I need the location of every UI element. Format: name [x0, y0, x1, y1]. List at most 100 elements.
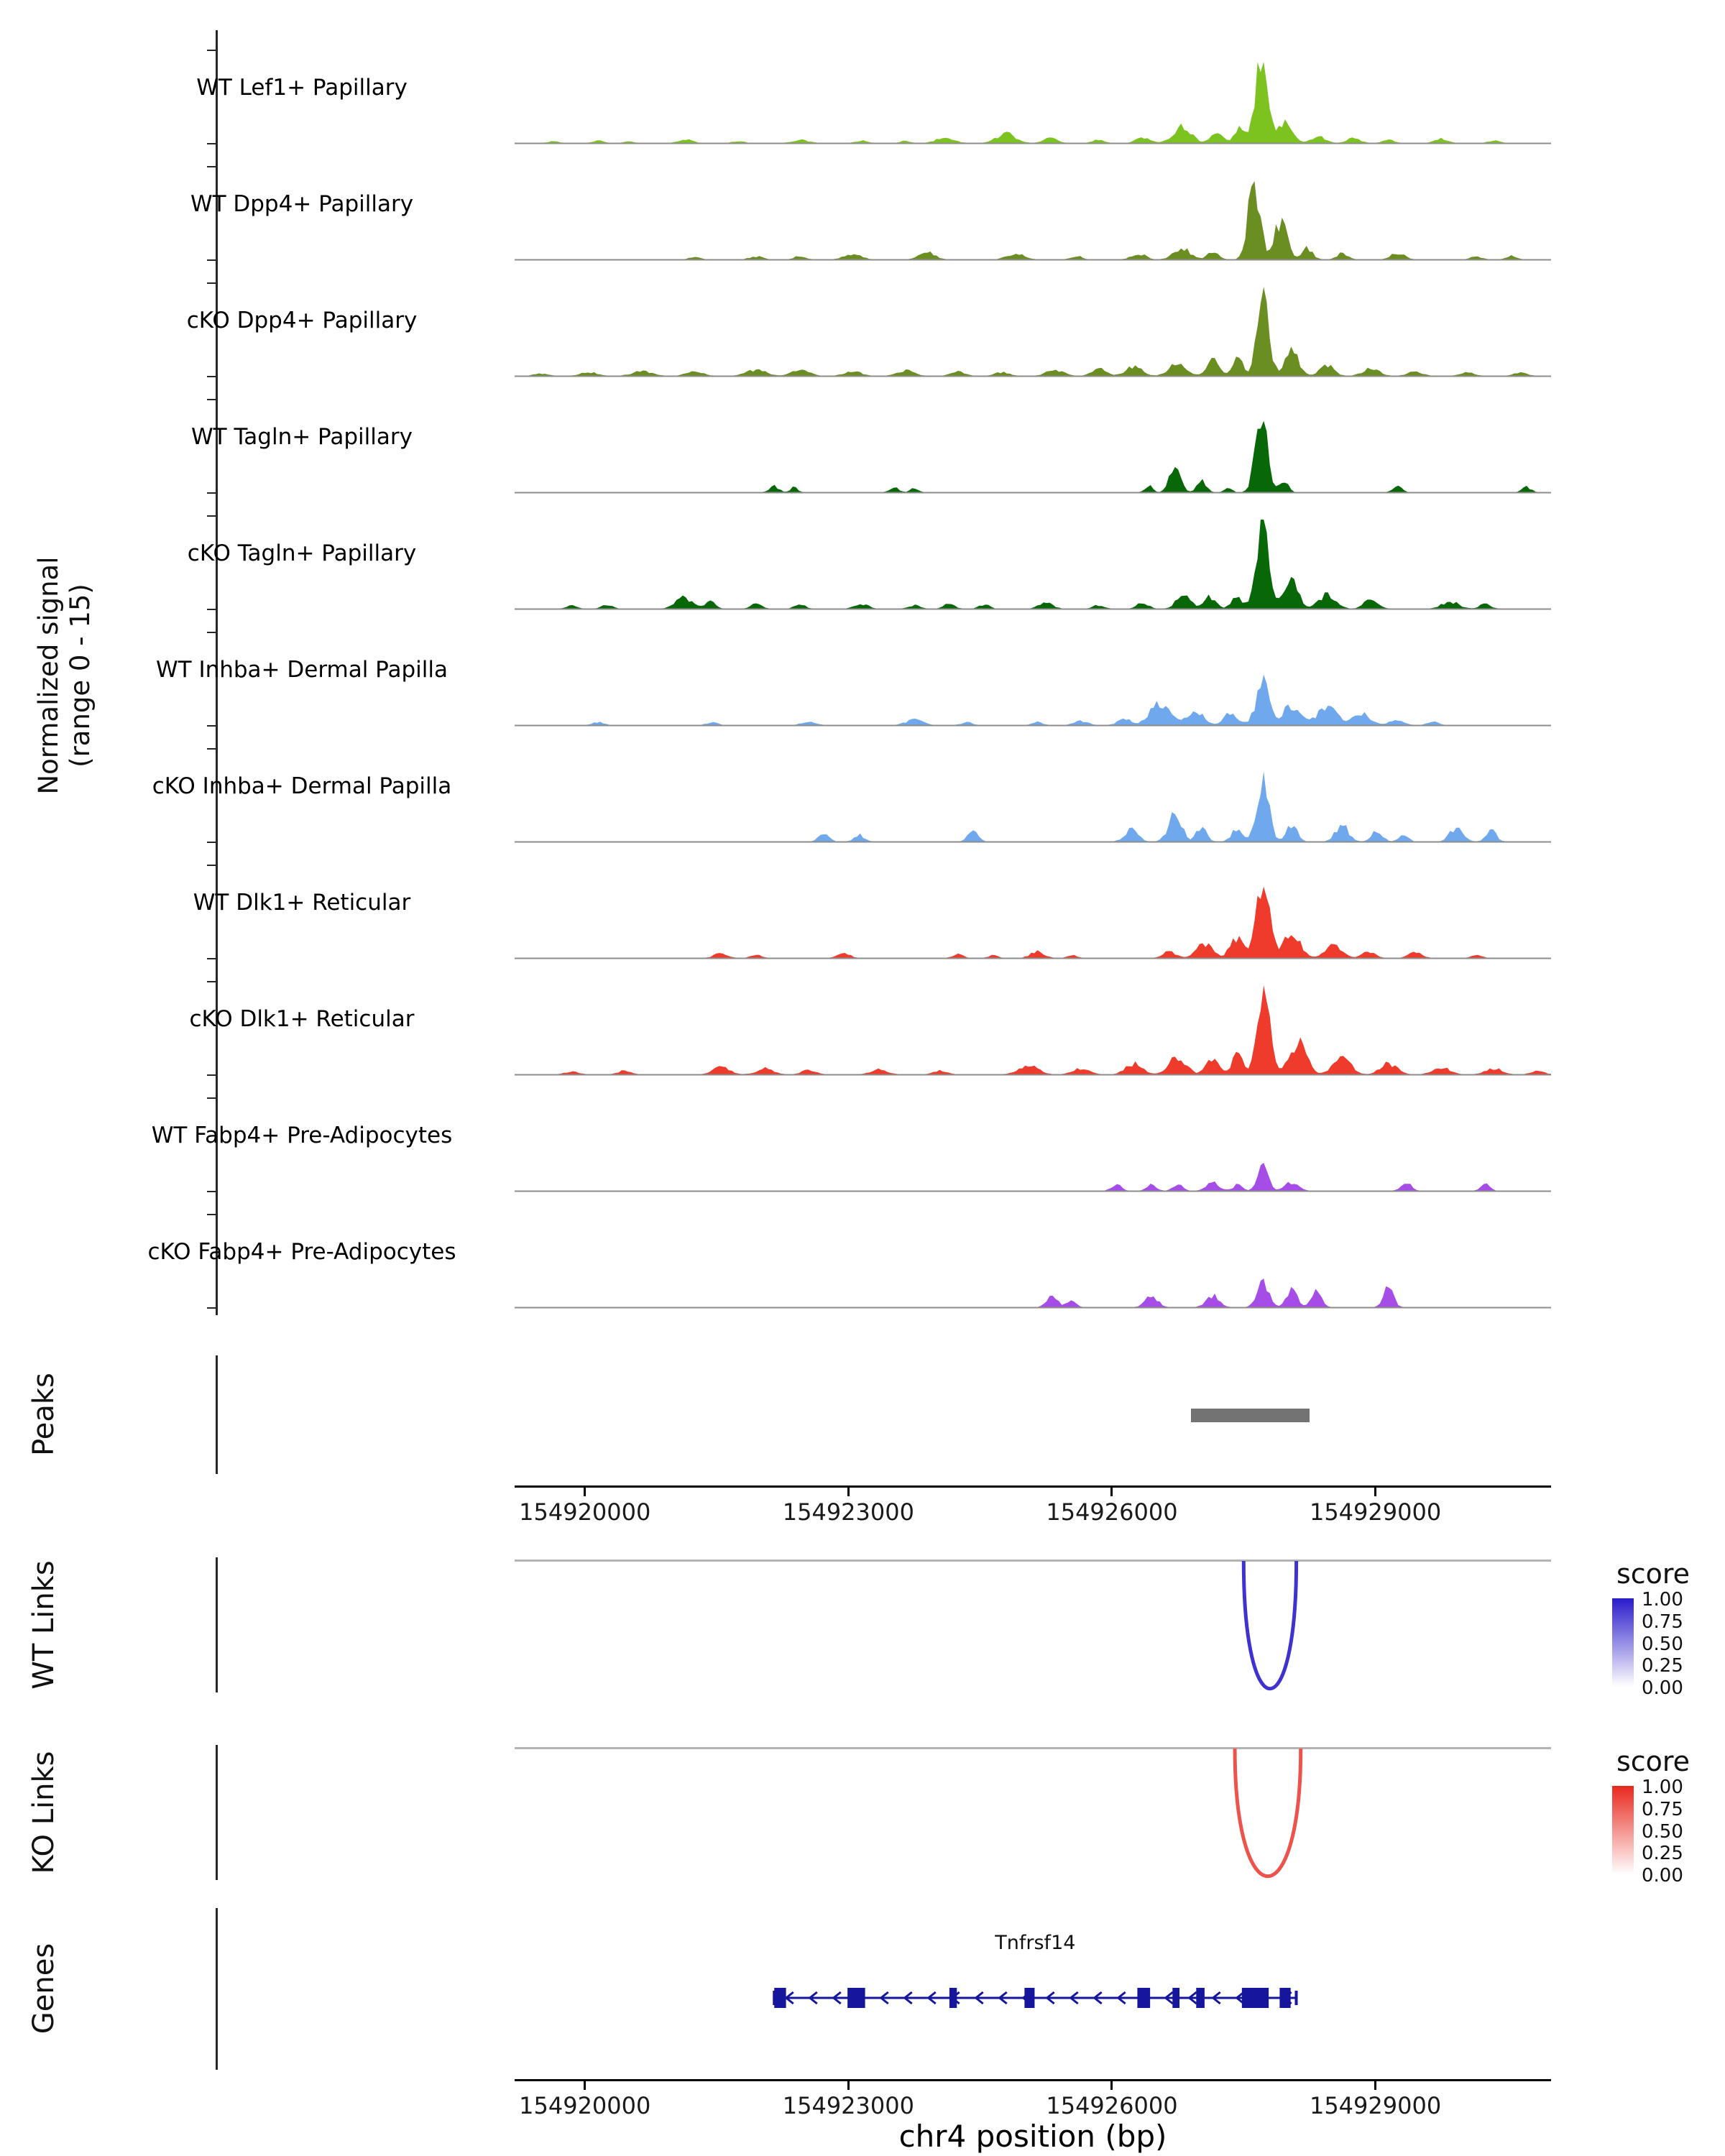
axis-tick-label: 154926000	[1046, 2092, 1178, 2119]
gene-exon	[949, 1988, 957, 2008]
gene-strand-arrow	[926, 1991, 937, 2005]
axis-tick-label: 154920000	[519, 1498, 651, 1526]
peak-region-bar	[1190, 1409, 1310, 1422]
gene-strand-arrow	[1116, 1991, 1126, 2005]
score-legend-tick-label: 0.00	[1642, 1677, 1683, 1699]
signal-row-tick	[207, 50, 216, 51]
signal-section-label: Normalized signal (range 0 - 15)	[33, 29, 99, 1322]
x-axis-line	[515, 1485, 1551, 1488]
x-axis-tick	[584, 1488, 586, 1496]
x-axis-tick	[1374, 1488, 1377, 1496]
track-label: cKO Dpp4+ Papillary	[186, 308, 418, 333]
axis-tick-label: 154923000	[782, 1498, 914, 1526]
axis-tick-label: 154923000	[782, 2092, 914, 2119]
signal-row-tick	[207, 958, 216, 959]
track-label: WT Dpp4+ Papillary	[190, 191, 414, 217]
gene-strand-arrow	[998, 1991, 1008, 2005]
x-axis-line	[515, 2079, 1551, 2081]
track-label: WT Lef1+ Papillary	[196, 75, 408, 101]
signal-track-2	[515, 181, 1551, 261]
signal-row-tick	[207, 842, 216, 843]
signal-track-4	[515, 420, 1551, 494]
signal-area	[515, 886, 1551, 959]
signal-row-tick	[207, 282, 216, 284]
peaks-axis-bracket	[216, 1355, 218, 1474]
signal-track-11	[515, 1279, 1551, 1309]
ko-links-panel	[515, 1747, 1551, 1879]
track-label: WT Tagln+ Papillary	[191, 424, 413, 450]
track-label: WT Fabp4+ Pre-Adipocytes	[151, 1123, 453, 1148]
gene-exon	[1172, 1988, 1180, 2008]
score-legend-tick-label: 0.50	[1642, 1820, 1683, 1843]
signal-row-tick	[207, 1191, 216, 1192]
signal-area	[515, 771, 1551, 842]
score-legend-tick-label: 0.50	[1642, 1633, 1683, 1655]
signal-row-tick	[207, 259, 216, 261]
ko-links-axis-bracket	[216, 1745, 218, 1880]
signal-track-9	[515, 985, 1551, 1076]
gene-name-label: Tnfrsf14	[995, 1932, 1076, 1954]
gene-strand-arrow	[1187, 1991, 1197, 2005]
track-label: cKO Dlk1+ Reticular	[189, 1006, 415, 1032]
x-axis-title: chr4 position (bp)	[898, 2119, 1167, 2154]
gene-strand-arrow	[1092, 1991, 1103, 2005]
score-legend-tick-label: 1.00	[1642, 1589, 1683, 1611]
gene-strand-arrow	[879, 1991, 889, 2005]
x-axis-tick	[584, 2081, 586, 2090]
wt-links-axis-bracket	[216, 1557, 218, 1692]
signal-track-1	[515, 62, 1551, 144]
signal-row-tick	[207, 166, 216, 167]
gene-strand-arrow	[1211, 1991, 1221, 2005]
score-legend-gradient	[1612, 1786, 1634, 1874]
signal-area	[515, 1162, 1551, 1192]
signal-row-tick	[207, 609, 216, 610]
signal-area	[515, 420, 1551, 493]
signal-row-tick	[207, 1214, 216, 1215]
gene-model	[773, 1988, 1298, 2008]
score-legend-tick-label: 1.00	[1642, 1777, 1683, 1798]
signal-row-tick	[207, 1097, 216, 1099]
track-label: WT Dlk1+ Reticular	[193, 890, 411, 916]
signal-row-tick	[207, 1307, 216, 1309]
signal-area	[515, 520, 1551, 609]
gene-strand-arrow	[1164, 1991, 1174, 2005]
gene-strand-arrow	[808, 1991, 818, 2005]
signal-area	[515, 1279, 1551, 1308]
track-label: cKO Inhba+ Dermal Papilla	[152, 773, 452, 799]
signal-track-5	[515, 520, 1551, 610]
signal-row-tick	[207, 143, 216, 144]
signal-row-tick	[207, 376, 216, 377]
signal-row-tick	[207, 632, 216, 633]
signal-track-7	[515, 771, 1551, 843]
x-axis-tick	[1374, 2081, 1377, 2090]
gene-strand-arrow	[1045, 1991, 1055, 2005]
signal-area	[515, 62, 1551, 144]
genes-axis-bracket	[216, 1908, 218, 2070]
signal-track-10	[515, 1162, 1551, 1192]
signal-track-8	[515, 886, 1551, 959]
gene-strand-arrow	[903, 1991, 913, 2005]
gene-strand-arrow	[1069, 1991, 1079, 2005]
wt-links-panel	[515, 1560, 1551, 1691]
signal-area	[515, 674, 1551, 726]
gene-strand-arrow	[832, 1991, 842, 2005]
gene-exon	[1137, 1988, 1151, 2008]
signal-row-tick	[207, 515, 216, 517]
track-label: WT Inhba+ Dermal Papilla	[156, 657, 448, 683]
x-axis-tick	[847, 1488, 850, 1496]
signal-row-tick	[207, 1074, 216, 1076]
axis-tick-label: 154920000	[519, 2092, 651, 2119]
peaks-section-label: Peaks	[27, 1373, 60, 1456]
link-arc	[1233, 1748, 1303, 1879]
gene-exon	[847, 1988, 865, 2008]
signal-row-tick	[207, 981, 216, 982]
signal-ylabel-line2: (range 0 - 15)	[65, 584, 96, 768]
signal-row-tick	[207, 748, 216, 750]
signal-ylabel-line1: Normalized signal	[33, 556, 64, 795]
axis-tick-label: 154929000	[1309, 2092, 1442, 2119]
score-legend-gradient	[1612, 1598, 1634, 1687]
gene-exon	[1279, 1988, 1291, 2008]
score-legend-tick-label: 0.25	[1642, 1655, 1683, 1677]
track-label: cKO Tagln+ Papillary	[187, 540, 417, 566]
